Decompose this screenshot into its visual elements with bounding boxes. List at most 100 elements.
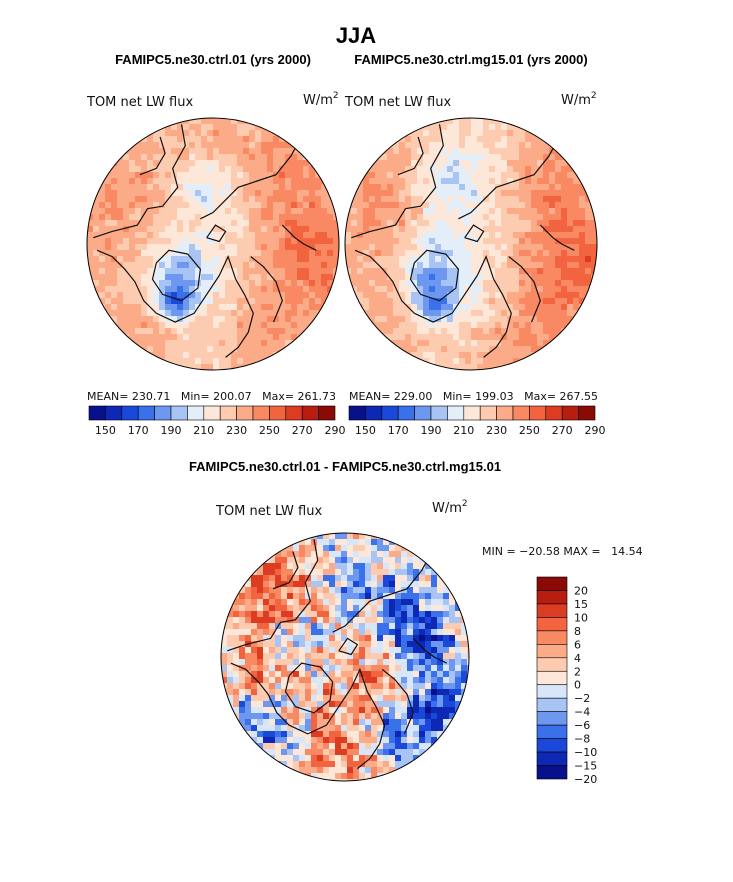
field-cell xyxy=(189,184,196,191)
field-cell xyxy=(389,761,396,768)
field-cell xyxy=(311,575,318,582)
field-cell xyxy=(299,761,306,768)
field-cell xyxy=(549,226,556,233)
field-cell xyxy=(383,545,390,552)
field-cell xyxy=(431,683,438,690)
field-cell xyxy=(237,292,244,299)
field-cell xyxy=(423,160,430,167)
field-cell xyxy=(381,172,388,179)
field-cell xyxy=(443,659,450,666)
field-cell xyxy=(365,545,372,552)
field-cell xyxy=(375,154,382,161)
field-cell xyxy=(347,719,354,726)
field-cell xyxy=(303,172,310,179)
field-cell xyxy=(135,154,142,161)
field-cell xyxy=(269,587,276,594)
field-cell xyxy=(231,286,238,293)
diff-polar-map xyxy=(221,533,469,781)
field-cell xyxy=(537,226,544,233)
field-cell xyxy=(369,202,376,209)
right-map-boundary xyxy=(344,117,598,371)
field-cell xyxy=(483,298,490,305)
right-colorbar-box xyxy=(512,405,530,421)
field-cell xyxy=(141,250,148,257)
field-cell xyxy=(375,214,382,221)
left-colorbar-tick: 170 xyxy=(128,424,149,437)
field-cell xyxy=(287,707,294,714)
field-cell xyxy=(441,328,448,335)
field-cell xyxy=(573,286,580,293)
field-cell xyxy=(317,695,324,702)
diff-colorbar-tick: 2 xyxy=(574,665,581,678)
field-cell xyxy=(449,653,456,660)
field-cell xyxy=(435,292,442,299)
field-cell xyxy=(225,268,232,275)
field-cell xyxy=(377,665,384,672)
field-cell xyxy=(381,238,388,245)
field-cell xyxy=(429,310,436,317)
field-cell xyxy=(285,292,292,299)
field-cell xyxy=(189,178,196,185)
field-cell xyxy=(87,226,94,233)
field-cell xyxy=(237,244,244,251)
field-cell xyxy=(335,653,342,660)
field-cell xyxy=(489,274,496,281)
field-cell xyxy=(135,298,142,305)
field-cell xyxy=(495,184,502,191)
field-cell xyxy=(449,611,456,618)
field-cell xyxy=(483,274,490,281)
field-cell xyxy=(449,617,456,624)
field-cell xyxy=(561,250,568,257)
field-cell xyxy=(369,244,376,251)
field-cell xyxy=(201,352,208,359)
field-cell xyxy=(207,334,214,341)
right-colorbar-box xyxy=(365,405,383,421)
field-cell xyxy=(375,184,382,191)
field-cell xyxy=(207,142,214,149)
field-cell xyxy=(275,677,282,684)
field-cell xyxy=(117,178,124,185)
field-cell xyxy=(459,328,466,335)
field-cell xyxy=(537,316,544,323)
field-cell xyxy=(195,136,202,143)
field-cell xyxy=(153,328,160,335)
field-cell xyxy=(567,172,574,179)
field-cell xyxy=(441,172,448,179)
field-cell xyxy=(489,346,496,353)
field-cell xyxy=(141,214,148,221)
field-cell xyxy=(405,280,412,287)
field-cell xyxy=(365,749,372,756)
field-cell xyxy=(419,725,426,732)
field-cell xyxy=(501,256,508,263)
field-cell xyxy=(393,340,400,347)
field-cell xyxy=(273,334,280,341)
field-cell xyxy=(387,166,394,173)
left-colorbar-tick: 290 xyxy=(325,424,346,437)
field-cell xyxy=(471,184,478,191)
field-cell xyxy=(99,208,106,215)
field-cell xyxy=(341,533,348,540)
field-cell xyxy=(141,208,148,215)
field-cell xyxy=(153,136,160,143)
field-cell xyxy=(335,773,342,780)
field-cell xyxy=(453,364,460,370)
field-cell xyxy=(147,238,154,245)
field-cell xyxy=(251,659,258,666)
field-cell xyxy=(221,653,228,660)
field-cell xyxy=(351,268,358,275)
field-cell xyxy=(273,292,280,299)
field-cell xyxy=(305,539,312,546)
field-cell xyxy=(369,190,376,197)
field-cell xyxy=(537,244,544,251)
field-cell xyxy=(297,304,304,311)
field-cell xyxy=(231,292,238,299)
field-cell xyxy=(335,599,342,606)
field-cell xyxy=(231,118,238,125)
field-cell xyxy=(129,214,136,221)
left-colorbar-box xyxy=(252,405,270,421)
field-cell xyxy=(317,599,324,606)
field-cell xyxy=(293,545,300,552)
field-cell xyxy=(285,250,292,257)
field-cell xyxy=(447,190,454,197)
field-cell xyxy=(371,593,378,600)
